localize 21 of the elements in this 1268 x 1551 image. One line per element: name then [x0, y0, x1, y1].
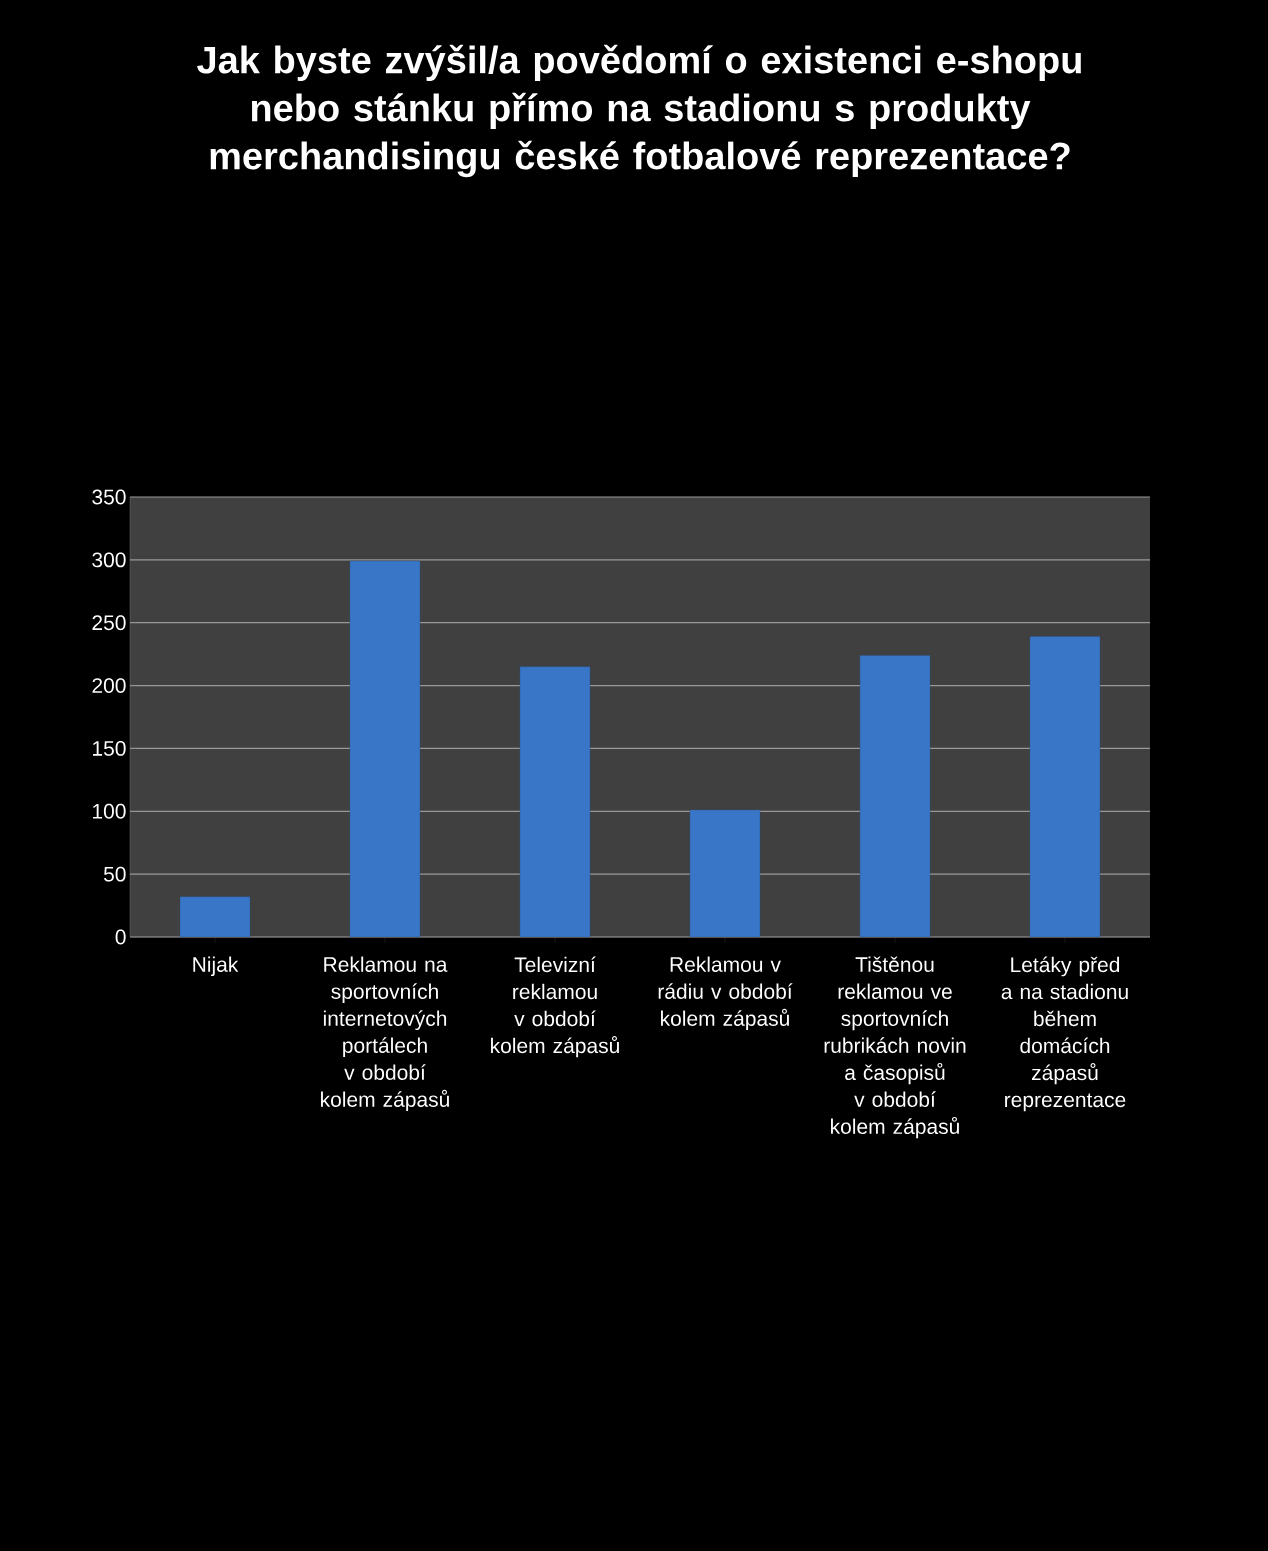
bar: [689, 809, 761, 937]
bar: [1029, 636, 1101, 937]
y-tick-label: 50: [103, 866, 126, 882]
x-tick-label: Reklamou na sportovních internetových portálech v období kolem zápasů: [321, 956, 449, 1112]
chart-title: Jak byste zvýšil/a povědomí o existenci e-shopu nebo stánku přímo na stadionu s produkty merchandisingu české fotbalové reprezentace?: [197, 44, 1081, 178]
x-tick-label: Televizní reklamou v období kolem zápasů: [491, 956, 619, 1058]
y-tick-label: 300: [92, 552, 126, 568]
bar: [859, 655, 931, 937]
x-tick-label: Tištěnou reklamou ve sportovních rubrikách novin a časopisů v období kolem zápasů: [824, 956, 966, 1139]
y-tick-label: 200: [92, 678, 126, 693]
y-tick-label: 0: [115, 929, 126, 945]
y-tick-label: 350: [92, 489, 126, 505]
bar: [519, 666, 591, 937]
x-tick-label: Nijak: [193, 956, 239, 977]
bar: [349, 560, 421, 937]
y-tick-label: 250: [92, 615, 126, 631]
y-tick-label: 150: [93, 740, 126, 756]
x-tick-label: Letáky před a na stadionu během domácích zápasů reprezentace: [1001, 956, 1128, 1112]
y-tick-label: 100: [93, 803, 126, 819]
bar: [179, 896, 251, 937]
x-tick-label: Reklamou v rádiu v období kolem zápasů: [658, 956, 793, 1031]
